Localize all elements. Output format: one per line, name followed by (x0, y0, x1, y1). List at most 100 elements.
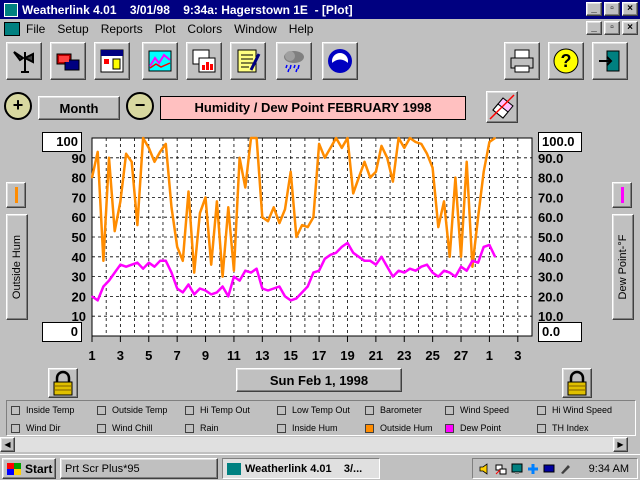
legend-item-wind-speed[interactable]: Wind Speed (445, 403, 509, 417)
legend-item-inside-hum[interactable]: Inside Hum (277, 421, 338, 435)
taskbar-item-weatherlink[interactable]: Weatherlink 4.01 3/... (222, 458, 380, 479)
legend-checkbox[interactable] (365, 405, 374, 415)
legend-label: Wind Chill (112, 423, 153, 433)
legend-label: Rain (200, 423, 219, 433)
humidity-color-button[interactable] (6, 182, 26, 208)
display-icon[interactable] (543, 463, 555, 475)
start-button[interactable]: Start (2, 458, 56, 479)
legend-item-hi-wind-speed[interactable]: Hi Wind Speed (537, 403, 612, 417)
humidity-point (119, 200, 122, 203)
legend-item-wind-chill[interactable]: Wind Chill (97, 421, 153, 435)
menu-plot[interactable]: Plot (154, 21, 176, 36)
right-axis-min[interactable]: 0.0 (538, 322, 582, 342)
humidity-point (289, 170, 292, 173)
humidity-point (426, 153, 428, 155)
notes-button[interactable] (230, 42, 266, 80)
humidity-point (323, 157, 326, 159)
legend-item-th-index[interactable]: TH Index (537, 421, 589, 435)
right-axis-max[interactable]: 100.0 (538, 132, 582, 152)
network-icon[interactable] (495, 463, 507, 475)
humidity-point (176, 246, 178, 248)
left-lock-button[interactable] (48, 368, 78, 398)
left-axis-min[interactable]: 0 (42, 322, 82, 342)
dewpoint-color-button[interactable] (612, 182, 632, 208)
monitor-icon[interactable] (511, 463, 523, 475)
plot-button[interactable] (142, 42, 178, 80)
legend-checkbox[interactable] (185, 405, 194, 415)
print-button[interactable] (504, 42, 540, 80)
legend-item-inside-temp[interactable]: Inside Temp (11, 403, 74, 417)
legend-checkbox[interactable] (185, 423, 194, 433)
document-icon[interactable] (4, 21, 20, 36)
doc-close-button[interactable]: × (622, 21, 638, 35)
menu-reports[interactable]: Reports (100, 21, 143, 36)
toolbar: ? (0, 38, 640, 86)
maximize-button[interactable]: ▫ (604, 2, 620, 16)
legend-item-rain[interactable]: Rain (185, 421, 219, 435)
speaker-icon[interactable] (479, 462, 491, 475)
humidity-point (238, 157, 241, 159)
legend-item-outside-temp[interactable]: Outside Temp (97, 403, 167, 417)
scroll-left-button[interactable]: ◀ (0, 437, 15, 452)
period-button[interactable]: Month (38, 96, 120, 120)
legend-item-barometer[interactable]: Barometer (365, 403, 422, 417)
help-button[interactable]: ? (548, 42, 584, 80)
dewpoint-point (153, 265, 156, 268)
calendar-button[interactable] (94, 42, 130, 80)
menu-help[interactable]: Help (288, 21, 314, 36)
right-series-selector[interactable]: Dew Point-°F (612, 214, 634, 320)
zoom-in-button[interactable]: + (4, 92, 32, 120)
humidity-point (113, 230, 116, 232)
legend-checkbox[interactable] (537, 405, 546, 415)
rain-button[interactable] (276, 42, 312, 80)
legend-checkbox[interactable] (11, 405, 20, 415)
dewpoint-point (403, 271, 406, 274)
taskbar-item-label: Weatherlink 4.01 3/... (245, 462, 363, 475)
scroll-right-button[interactable]: ▶ (613, 437, 628, 452)
legend-item-hi-temp-out[interactable]: Hi Temp Out (185, 403, 250, 417)
left-axis-label: Outside Hum (11, 234, 23, 300)
horizontal-scrollbar[interactable]: ◀ ▶ (0, 437, 628, 452)
left-axis-max[interactable]: 100 (42, 132, 82, 152)
clock[interactable]: 9:34 AM (588, 462, 629, 475)
date-button[interactable]: Sun Feb 1, 1998 (236, 368, 402, 392)
modem-button[interactable] (50, 42, 86, 80)
legend-checkbox[interactable] (365, 423, 374, 433)
taskbar-item-prtscr[interactable]: Prt Scr Plus*95 (60, 458, 218, 479)
menu-file[interactable]: File (26, 21, 46, 36)
chart[interactable]: 90 90.080 80.070 70.060 60.050 50.040 40.030 30… (0, 128, 640, 364)
legend-checkbox[interactable] (537, 423, 546, 433)
legend-checkbox[interactable] (277, 423, 286, 433)
right-lock-button[interactable] (562, 368, 592, 398)
humidity-point (448, 256, 451, 258)
legend-checkbox[interactable] (11, 423, 20, 433)
legend-item-wind-dir[interactable]: Wind Dir (11, 421, 61, 435)
dewpoint-point (142, 267, 144, 270)
legend-checkbox[interactable] (97, 423, 106, 433)
legend-checkbox[interactable] (445, 423, 454, 433)
clear-plot-button[interactable] (486, 91, 518, 123)
app-icon[interactable] (4, 2, 18, 17)
menu-window[interactable]: Window (234, 21, 277, 36)
noaa-button[interactable] (322, 42, 358, 80)
legend-checkbox[interactable] (277, 405, 286, 415)
menu-colors[interactable]: Colors (187, 21, 223, 36)
close-button[interactable]: × (622, 2, 638, 16)
left-series-selector[interactable]: Outside Hum (6, 214, 28, 320)
legend-item-outside-hum[interactable]: Outside Hum (365, 421, 433, 435)
legend-item-dew-point[interactable]: Dew Point (445, 421, 501, 435)
doc-minimize-button[interactable]: _ (586, 21, 602, 35)
plus-icon[interactable] (527, 463, 539, 475)
legend-item-low-temp-out[interactable]: Low Temp Out (277, 403, 350, 417)
station-button[interactable] (6, 42, 42, 80)
legend-checkbox[interactable] (97, 405, 106, 415)
dewpoint-point (460, 265, 462, 268)
menu-setup[interactable]: Setup (57, 21, 89, 36)
summary-button[interactable] (186, 42, 222, 80)
legend-checkbox[interactable] (445, 405, 454, 415)
pen-icon[interactable] (559, 463, 571, 475)
minimize-button[interactable]: _ (586, 2, 602, 16)
zoom-out-button[interactable]: − (126, 92, 154, 120)
exit-button[interactable] (592, 42, 628, 80)
doc-restore-button[interactable]: ▫ (604, 21, 620, 35)
